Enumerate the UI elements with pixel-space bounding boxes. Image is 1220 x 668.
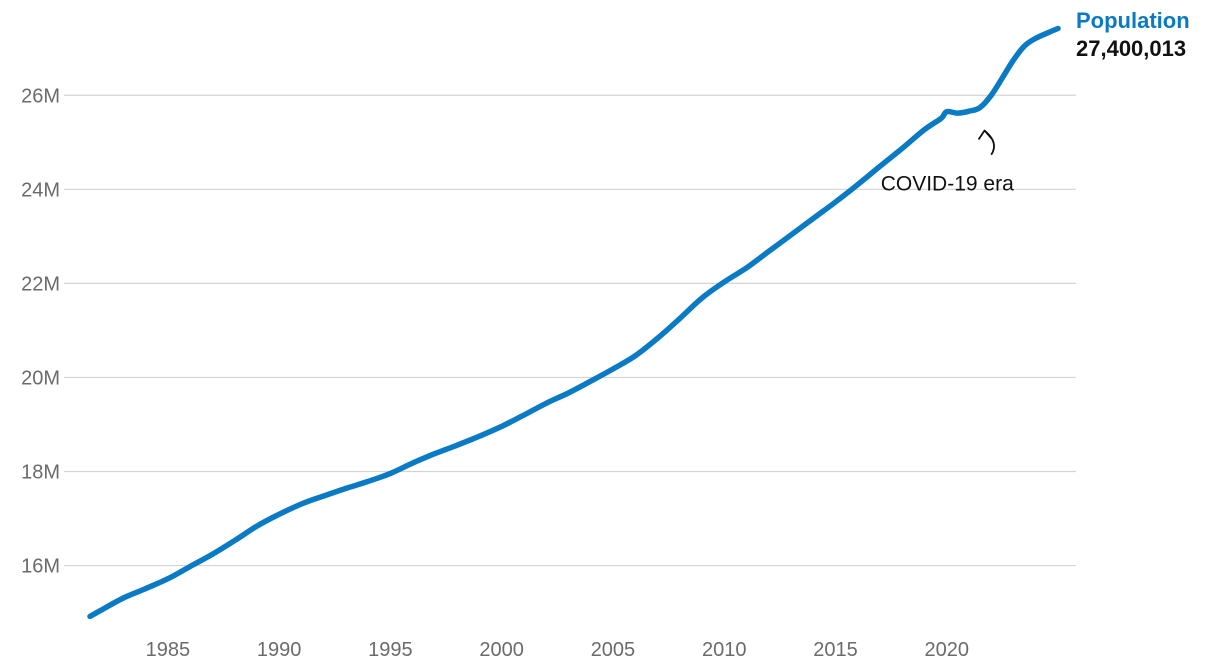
series-end-label: Population 27,400,013 [1076, 8, 1190, 61]
y-tick-label-18M: 18M [21, 462, 60, 484]
x-tick-label-1985: 1985 [146, 639, 191, 661]
y-tick-label-24M: 24M [21, 179, 60, 201]
annotation-label-covid: COVID-19 era [881, 173, 1014, 196]
x-tick-label-2020: 2020 [924, 639, 969, 661]
series-end-value: 27,400,013 [1076, 36, 1186, 61]
gridlines [64, 94, 1076, 567]
series-layer [87, 25, 1061, 620]
y-tick-label-20M: 20M [21, 367, 60, 389]
x-tick-label-2005: 2005 [591, 639, 636, 661]
x-tick-label-2015: 2015 [813, 639, 858, 661]
x-axis-tick-labels: 1985 1990 1995 2000 2005 2010 2015 2020 [146, 639, 969, 661]
y-tick-label-22M: 22M [21, 273, 60, 295]
x-tick-label-1995: 1995 [368, 639, 413, 661]
y-tick-label-26M: 26M [21, 85, 60, 107]
x-tick-label-2010: 2010 [702, 639, 747, 661]
series-name-label: Population [1076, 8, 1190, 33]
series-line-population [87, 25, 1061, 620]
annotation-layer: COVID-19 era [881, 129, 1014, 196]
y-tick-label-16M: 16M [21, 556, 60, 578]
y-axis-tick-labels: 16M 18M 20M 22M 24M 26M [21, 85, 60, 577]
x-tick-label-2000: 2000 [479, 639, 524, 661]
annotation-arrow-head [977, 129, 993, 141]
x-tick-label-1990: 1990 [257, 639, 302, 661]
annotation-arrow-shaft [983, 129, 995, 156]
